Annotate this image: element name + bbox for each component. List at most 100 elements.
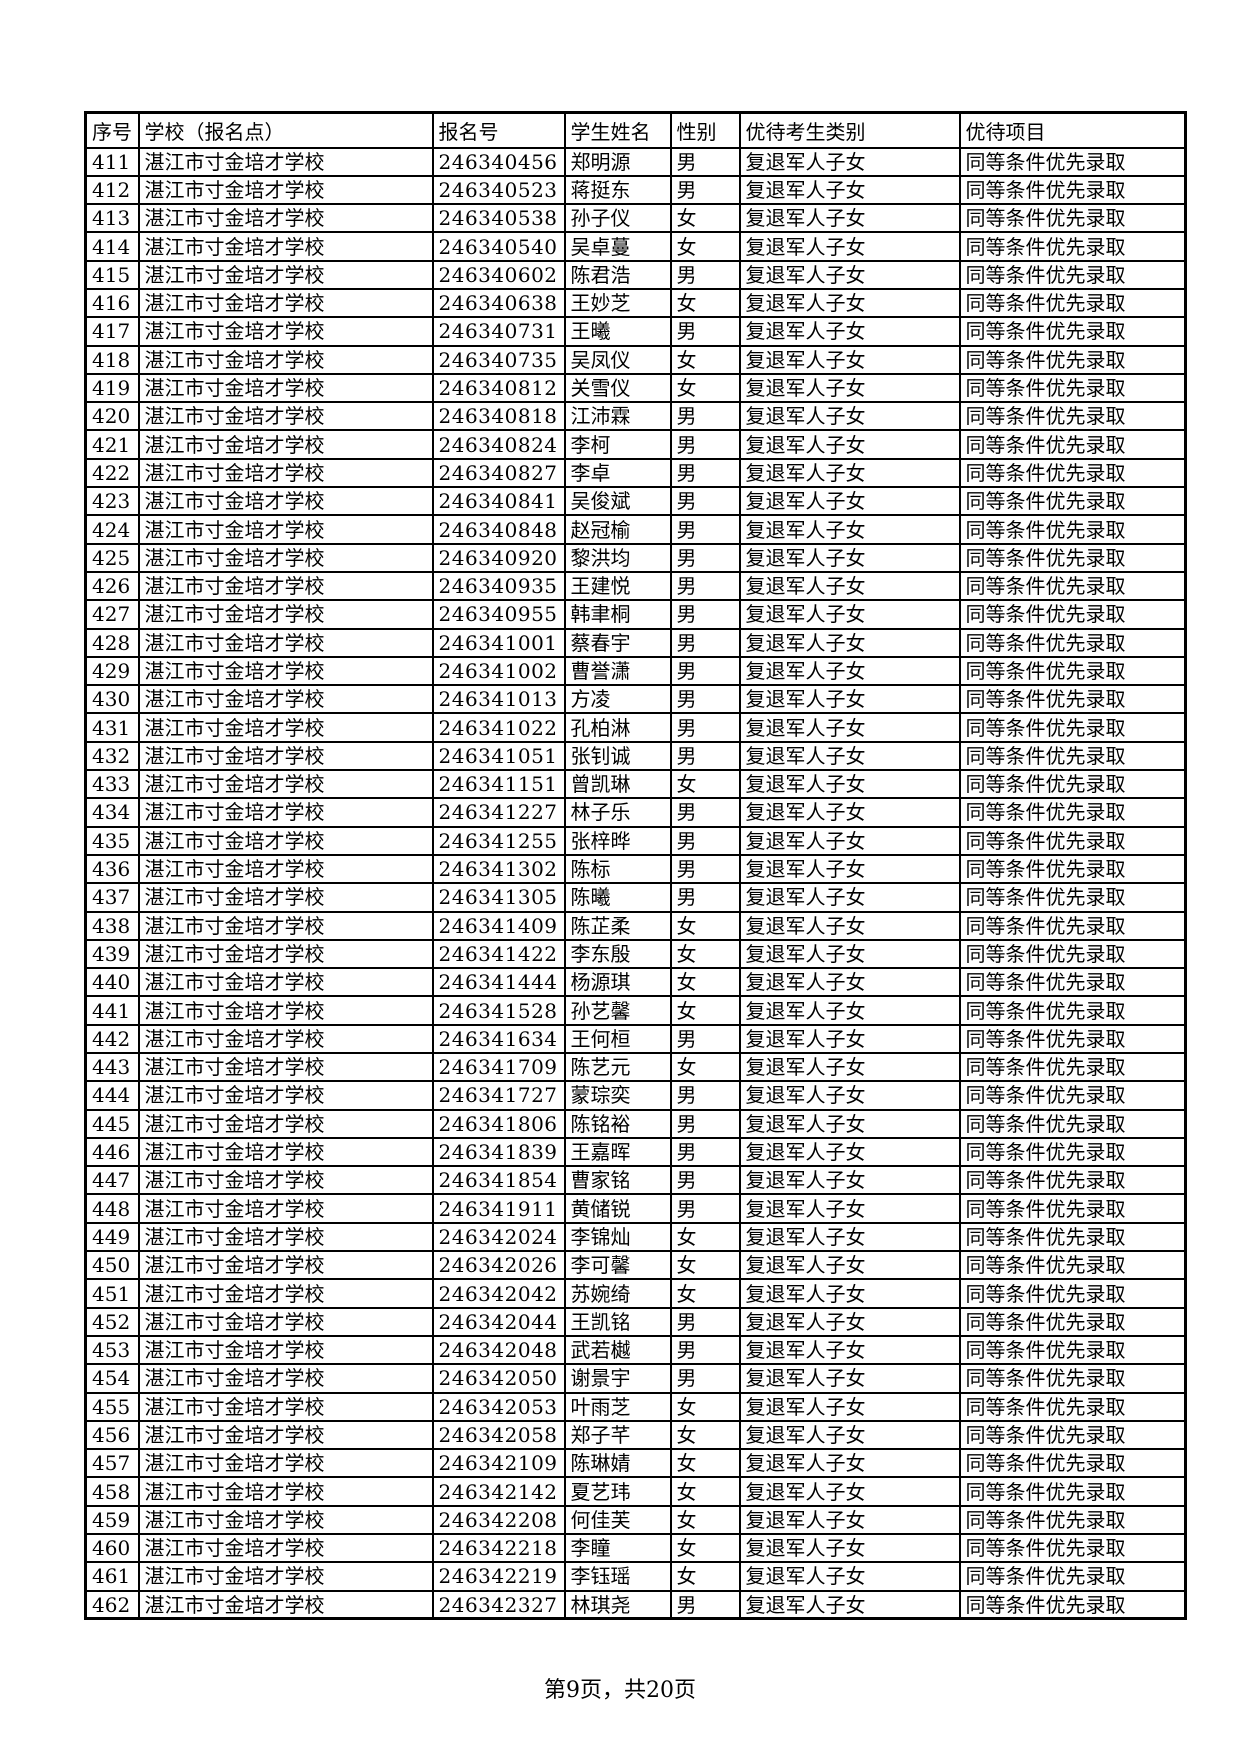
cell-serial-number: 415: [84, 259, 140, 290]
cell-preferential-item: 同等条件优先录取: [958, 1023, 1187, 1055]
cell-gender: 男: [669, 712, 741, 743]
column-header-index: 序号: [84, 111, 140, 149]
cell-gender: 女: [669, 910, 741, 941]
table-row: 430 湛江市寸金培才学校 246341013 方凌男复退军人子女 同等条件优先录取: [84, 684, 1187, 715]
table-row: 437 湛江市寸金培才学校 246341305 陈曦男复退军人子女 同等条件优先录取: [84, 882, 1187, 913]
cell-student-name: 孙子仪: [563, 203, 672, 234]
cell-school: 湛江市寸金培才学校: [137, 882, 434, 913]
cell-school: 湛江市寸金培才学校: [137, 1023, 434, 1055]
cell-school: 湛江市寸金培才学校: [137, 1250, 434, 1281]
table-row: 453 湛江市寸金培才学校 246342048 武若樾男复退军人子女 同等条件优先录取: [84, 1334, 1187, 1366]
table-row: 438 湛江市寸金培才学校 246341409 陈芷柔女复退军人子女 同等条件优先录取: [84, 910, 1187, 941]
cell-student-name: 李柯: [563, 429, 672, 460]
cell-gender: 男: [669, 853, 741, 885]
cell-gender: 男: [669, 1165, 741, 1196]
cell-gender: 女: [669, 1221, 741, 1253]
cell-school: 湛江市寸金培才学校: [137, 995, 434, 1026]
cell-preferential-item: 同等条件优先录取: [958, 1561, 1187, 1592]
preferential-students-table: 序号 学校（报名点） 报名号 学生姓名 性别 优待考生类别 优待项目 411 湛江市寸金培才学…: [84, 111, 1187, 1621]
cell-preferential-item: 同等条件优先录取: [958, 1363, 1187, 1394]
cell-serial-number: 441: [84, 995, 140, 1026]
cell-school: 湛江市寸金培才学校: [137, 174, 434, 206]
cell-preferential-item: 同等条件优先录取: [958, 712, 1187, 743]
cell-serial-number: 436: [84, 853, 140, 885]
table-row: 447 湛江市寸金培才学校 246341854 曹家铭男复退军人子女 同等条件优先录取: [84, 1165, 1187, 1196]
cell-serial-number: 430: [84, 684, 140, 715]
cell-preferential-category: 复退军人子女: [738, 1193, 961, 1224]
cell-preferential-category: 复退军人子女: [738, 1023, 961, 1055]
cell-student-name: 李瞳: [563, 1533, 672, 1564]
cell-school: 湛江市寸金培才学校: [137, 457, 434, 489]
cell-gender: 男: [669, 1589, 741, 1620]
cell-school: 湛江市寸金培才学校: [137, 1476, 434, 1507]
cell-serial-number: 437: [84, 882, 140, 913]
cell-serial-number: 425: [84, 542, 140, 573]
cell-student-name: 武若樾: [563, 1334, 672, 1366]
cell-preferential-item: 同等条件优先录取: [958, 1391, 1187, 1422]
cell-serial-number: 426: [84, 570, 140, 602]
cell-gender: 女: [669, 203, 741, 234]
cell-preferential-item: 同等条件优先录取: [958, 316, 1187, 347]
cell-student-name: 张梓晔: [563, 825, 672, 856]
cell-preferential-category: 复退军人子女: [738, 740, 961, 772]
cell-registration-number: 246342109: [431, 1448, 566, 1479]
cell-gender: 男: [669, 259, 741, 290]
cell-serial-number: 413: [84, 203, 140, 234]
cell-gender: 男: [669, 740, 741, 772]
cell-preferential-item: 同等条件优先录取: [958, 1419, 1187, 1451]
cell-registration-number: 246340841: [431, 486, 566, 517]
cell-registration-number: 246340540: [431, 231, 566, 262]
cell-gender: 女: [669, 1051, 741, 1083]
cell-student-name: 夏艺玮: [563, 1476, 672, 1507]
cell-gender: 男: [669, 146, 741, 177]
cell-serial-number: 431: [84, 712, 140, 743]
cell-registration-number: 246340538: [431, 203, 566, 234]
cell-registration-number: 246341854: [431, 1165, 566, 1196]
cell-gender: 男: [669, 401, 741, 432]
cell-preferential-item: 同等条件优先录取: [958, 1533, 1187, 1564]
cell-student-name: 黎洪均: [563, 542, 672, 573]
column-header-item: 优待项目: [958, 111, 1187, 149]
cell-gender: 女: [669, 344, 741, 375]
cell-gender: 男: [669, 797, 741, 828]
table-row: 415 湛江市寸金培才学校 246340602 陈君浩男复退军人子女 同等条件优先录取: [84, 259, 1187, 290]
cell-serial-number: 435: [84, 825, 140, 856]
cell-preferential-category: 复退军人子女: [738, 174, 961, 206]
cell-gender: 男: [669, 174, 741, 206]
cell-registration-number: 246340920: [431, 542, 566, 573]
cell-student-name: 曹誉潇: [563, 655, 672, 687]
cell-student-name: 何佳芙: [563, 1504, 672, 1536]
table-row: 461 湛江市寸金培才学校 246342219 李钰瑶女复退军人子女 同等条件优先录取: [84, 1561, 1187, 1592]
table-row: 421 湛江市寸金培才学校 246340824 李柯男复退军人子女 同等条件优先录取: [84, 429, 1187, 460]
cell-preferential-item: 同等条件优先录取: [958, 1080, 1187, 1111]
cell-student-name: 蔡春宇: [563, 627, 672, 658]
cell-school: 湛江市寸金培才学校: [137, 146, 434, 177]
cell-gender: 女: [669, 1561, 741, 1592]
cell-registration-number: 246342048: [431, 1334, 566, 1366]
cell-gender: 女: [669, 1391, 741, 1422]
cell-registration-number: 246342142: [431, 1476, 566, 1507]
table-row: 424 湛江市寸金培才学校 246340848 赵冠榆男复退军人子女 同等条件优先录取: [84, 514, 1187, 545]
table-row: 434 湛江市寸金培才学校 246341227 林子乐男复退军人子女 同等条件优先录取: [84, 797, 1187, 828]
cell-school: 湛江市寸金培才学校: [137, 938, 434, 970]
cell-registration-number: 246342058: [431, 1419, 566, 1451]
cell-preferential-category: 复退军人子女: [738, 231, 961, 262]
cell-preferential-category: 复退军人子女: [738, 1561, 961, 1592]
table-row: 455 湛江市寸金培才学校 246342053 叶雨芝女复退军人子女 同等条件优先录取: [84, 1391, 1187, 1422]
cell-student-name: 陈君浩: [563, 259, 672, 290]
cell-preferential-item: 同等条件优先录取: [958, 882, 1187, 913]
cell-serial-number: 414: [84, 231, 140, 262]
cell-student-name: 赵冠榆: [563, 514, 672, 545]
table-row: 445 湛江市寸金培才学校 246341806 陈铭裕男复退军人子女 同等条件优先录取: [84, 1108, 1187, 1139]
cell-registration-number: 246341839: [431, 1136, 566, 1168]
cell-preferential-category: 复退军人子女: [738, 797, 961, 828]
cell-preferential-category: 复退军人子女: [738, 910, 961, 941]
cell-registration-number: 246340735: [431, 344, 566, 375]
table-row: 458 湛江市寸金培才学校 246342142 夏艺玮女复退军人子女 同等条件优先录取: [84, 1476, 1187, 1507]
cell-student-name: 陈曦: [563, 882, 672, 913]
cell-preferential-item: 同等条件优先录取: [958, 1108, 1187, 1139]
cell-preferential-category: 复退军人子女: [738, 1051, 961, 1083]
cell-student-name: 林子乐: [563, 797, 672, 828]
table-row: 413 湛江市寸金培才学校 246340538 孙子仪女复退军人子女 同等条件优先录取: [84, 203, 1187, 234]
cell-preferential-item: 同等条件优先录取: [958, 627, 1187, 658]
